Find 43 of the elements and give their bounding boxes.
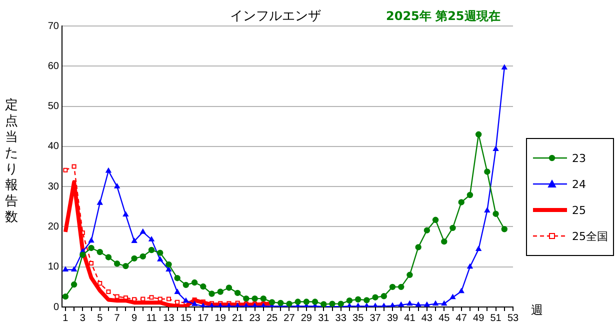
legend-label: 25	[572, 204, 586, 216]
x-tick-label: 31	[318, 312, 330, 324]
x-tick-label: 41	[404, 312, 416, 324]
y-tick-label: 30	[48, 181, 60, 192]
x-tick-label: 53	[507, 312, 519, 324]
chart-subtitle: 2025年 第25週現在	[386, 8, 500, 25]
y-tick-label: 0	[53, 302, 60, 313]
x-tick-label: 47	[456, 312, 468, 324]
x-tick-label: 13	[163, 312, 175, 324]
x-tick-label: 7	[114, 312, 120, 324]
x-tick-label: 11	[146, 312, 158, 324]
x-tick-label: 51	[490, 312, 502, 324]
x-tick-label: 39	[386, 312, 399, 324]
x-tick-label: 23	[249, 312, 261, 324]
x-axis-title: 週	[531, 302, 543, 319]
legend-label: 24	[572, 178, 586, 190]
x-tick-label: 29	[300, 312, 312, 324]
x-tick-label: 9	[132, 312, 138, 324]
y-tick-label: 60	[48, 60, 60, 72]
legend-label: 25全国	[572, 228, 608, 244]
x-tick-label: 15	[180, 312, 192, 324]
y-axis-title: 定点当たり報告数	[5, 98, 19, 226]
x-tick-label: 3	[80, 312, 86, 324]
x-tick-label: 43	[421, 312, 433, 324]
y-tick-label: 20	[48, 221, 60, 232]
y-tick-label: 10	[48, 262, 60, 273]
x-tick-label: 5	[97, 312, 104, 324]
legend-label: 23	[572, 152, 586, 164]
chart-title: インフルエンザ	[230, 8, 321, 25]
x-tick-label: 49	[473, 312, 485, 324]
y-tick-label: 50	[48, 101, 60, 112]
y-tick-label: 40	[48, 141, 60, 152]
x-tick-label: 35	[352, 312, 364, 324]
x-tick-label: 17	[198, 312, 210, 324]
x-tick-label: 19	[214, 312, 226, 324]
x-tick-label: 21	[232, 312, 244, 324]
y-tick-label: 70	[48, 20, 60, 32]
x-tick-label: 27	[284, 312, 296, 324]
x-tick-label: 33	[335, 312, 347, 324]
x-tick-label: 1	[62, 312, 69, 324]
x-tick-label: 45	[438, 312, 450, 324]
x-tick-label: 37	[370, 312, 382, 324]
x-tick-label: 25	[266, 312, 278, 324]
